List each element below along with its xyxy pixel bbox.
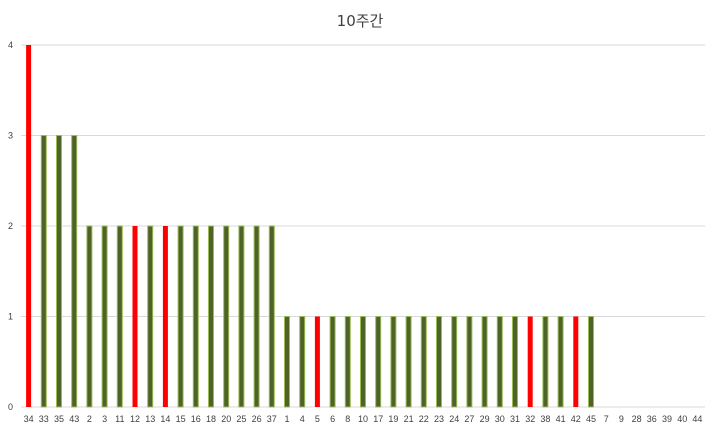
x-tick-label: 16 xyxy=(191,414,201,424)
x-tick-label: 20 xyxy=(221,414,231,424)
y-tick-label: 0 xyxy=(8,402,13,412)
bar-35 xyxy=(56,135,62,408)
bar-20 xyxy=(223,225,230,408)
x-tick-label: 1 xyxy=(284,414,289,424)
x-tick-label: 42 xyxy=(571,414,581,424)
x-tick-label: 39 xyxy=(662,414,672,424)
x-tick-label: 18 xyxy=(206,414,216,424)
x-tick-label: 21 xyxy=(404,414,414,424)
bar-11 xyxy=(116,225,123,408)
bar-25 xyxy=(238,225,245,408)
bar-5 xyxy=(314,316,320,407)
x-tick-label: 2 xyxy=(87,414,92,424)
x-tick-label: 27 xyxy=(464,414,474,424)
bar-27 xyxy=(466,316,473,408)
x-tick-label: 5 xyxy=(315,414,320,424)
x-tick-label: 43 xyxy=(69,414,79,424)
x-tick-label: 13 xyxy=(145,414,155,424)
x-tick-label: 12 xyxy=(130,414,140,424)
x-tick-label: 29 xyxy=(480,414,490,424)
x-axis-ticks: 34 33 35 43 2 3 11 12 13 14 15 16 18 20 25 26 37 1 4 5 6 8 10 1… xyxy=(24,414,703,424)
x-tick-label: 38 xyxy=(540,414,550,424)
bar-14 xyxy=(162,226,168,407)
bar-41 xyxy=(557,316,564,408)
x-tick-label: 6 xyxy=(330,414,335,424)
bar-18 xyxy=(208,225,214,408)
x-tick-label: 44 xyxy=(692,414,702,424)
x-tick-label: 41 xyxy=(556,414,566,424)
x-tick-label: 26 xyxy=(252,414,262,424)
x-tick-label: 33 xyxy=(39,414,49,424)
x-tick-label: 15 xyxy=(176,414,186,424)
bar-43 xyxy=(71,135,78,408)
bar-30 xyxy=(496,316,503,408)
bar-6 xyxy=(329,316,336,408)
x-tick-label: 19 xyxy=(388,414,398,424)
bar-38 xyxy=(542,316,549,408)
x-tick-label: 28 xyxy=(632,414,642,424)
x-tick-label: 9 xyxy=(619,414,624,424)
x-tick-label: 14 xyxy=(160,414,170,424)
bar-10 xyxy=(360,316,366,408)
chart-title: 10주간 xyxy=(336,12,384,30)
x-tick-label: 45 xyxy=(586,414,596,424)
bar-31 xyxy=(512,316,518,408)
y-axis-ticks: 0 1 2 3 4 xyxy=(8,40,13,412)
x-tick-label: 32 xyxy=(525,414,535,424)
bar-12 xyxy=(132,226,138,407)
x-tick-label: 3 xyxy=(102,414,107,424)
bar-17 xyxy=(375,316,382,408)
bar-24 xyxy=(451,316,458,408)
bar-1 xyxy=(284,316,290,408)
x-tick-label: 31 xyxy=(510,414,520,424)
x-tick-label: 37 xyxy=(267,414,277,424)
x-tick-label: 40 xyxy=(677,414,687,424)
bar-15 xyxy=(177,225,184,408)
bar-42 xyxy=(573,316,579,407)
bar-22 xyxy=(420,316,427,408)
bar-33 xyxy=(40,135,47,408)
bar-8 xyxy=(344,316,351,408)
bar-32 xyxy=(527,316,533,407)
x-tick-label: 7 xyxy=(604,414,609,424)
y-tick-label: 2 xyxy=(8,221,13,231)
x-tick-label: 8 xyxy=(345,414,350,424)
bar-21 xyxy=(405,316,412,408)
bar-16 xyxy=(192,225,199,408)
x-tick-label: 17 xyxy=(373,414,383,424)
x-tick-label: 4 xyxy=(300,414,305,424)
bar-26 xyxy=(253,225,260,408)
bar-2 xyxy=(86,225,93,408)
bar-3 xyxy=(101,225,108,408)
y-tick-label: 4 xyxy=(8,40,13,50)
bar-45 xyxy=(588,316,594,408)
bar-37 xyxy=(268,225,275,408)
x-tick-label: 22 xyxy=(419,414,429,424)
bar-4 xyxy=(299,316,306,408)
bar-29 xyxy=(481,316,488,408)
x-tick-label: 25 xyxy=(236,414,246,424)
x-tick-label: 36 xyxy=(647,414,657,424)
y-tick-label: 3 xyxy=(8,131,13,141)
bar-23 xyxy=(436,316,442,408)
x-tick-label: 23 xyxy=(434,414,444,424)
x-tick-label: 30 xyxy=(495,414,505,424)
x-tick-label: 34 xyxy=(24,414,34,424)
y-tick-label: 1 xyxy=(8,312,13,322)
x-tick-label: 35 xyxy=(54,414,64,424)
bar-34 xyxy=(26,45,32,407)
bars xyxy=(26,45,594,408)
x-tick-label: 11 xyxy=(115,414,124,424)
x-tick-label: 10 xyxy=(358,414,368,424)
x-tick-label: 24 xyxy=(449,414,459,424)
bar-13 xyxy=(147,225,154,408)
bar-19 xyxy=(390,316,397,408)
